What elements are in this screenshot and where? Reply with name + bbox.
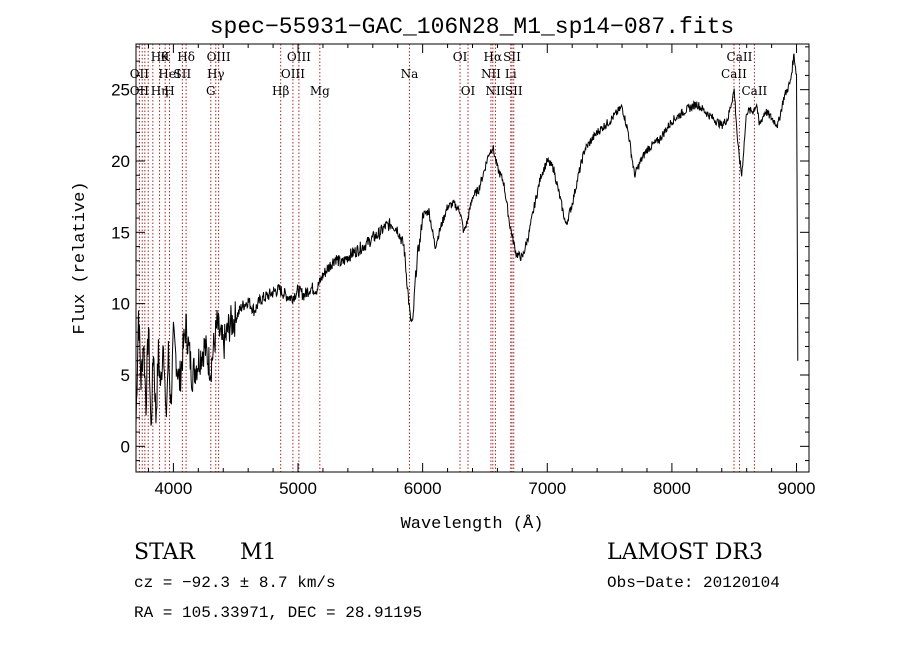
line-marker-label: OIII: [207, 50, 231, 64]
axis-tick-labels: 4000 5000 6000 7000 8000 9000 0 5 10 15 20 25: [111, 81, 815, 498]
x-tick-label: 8000: [653, 479, 691, 498]
y-tick-label: 15: [111, 223, 130, 242]
line-marker-label: Hθ: [151, 50, 169, 64]
line-marker-label: OI: [453, 50, 468, 64]
line-marker-label: OIII: [281, 67, 305, 81]
object-class: STAR: [134, 540, 195, 565]
line-marker-label: NII: [481, 67, 501, 81]
line-marker-label: Li: [505, 67, 517, 81]
line-marker-label: H: [164, 84, 174, 98]
y-tick-label: 0: [121, 437, 130, 456]
y-tick-label: 25: [111, 81, 130, 100]
y-axis-label: Flux (relative): [71, 181, 90, 334]
spectrum-series: [135, 53, 799, 426]
line-markers: [138, 44, 755, 472]
line-marker-label: CaII: [727, 50, 753, 64]
spectrum-line: [135, 53, 799, 426]
axis-ticks: [136, 44, 809, 472]
line-marker-label: CaII: [741, 84, 767, 98]
line-marker-label: Hγ: [207, 67, 225, 81]
chart-title: spec−55931−GAC_106N28_M1_sp14−087.fits: [210, 14, 735, 40]
obs-date-text: Obs−Date: 20120104: [607, 574, 780, 592]
line-marker-label: K: [161, 50, 171, 64]
line-marker-label: CaII: [721, 67, 747, 81]
line-marker-label: G: [206, 84, 216, 98]
x-tick-label: 6000: [404, 479, 442, 498]
line-marker-label: SII: [505, 84, 523, 98]
line-marker-label: OII: [130, 67, 150, 81]
line-marker-label: Mg: [310, 84, 330, 98]
line-marker-label: HeI: [158, 67, 181, 81]
y-tick-label: 10: [111, 295, 130, 314]
line-marker-label: Hδ: [177, 50, 195, 64]
x-tick-label: 7000: [528, 479, 566, 498]
coordinates-text: RA = 105.33971, DEC = 28.91195: [134, 604, 423, 622]
x-tick-label: 5000: [279, 479, 317, 498]
x-axis-label: Wavelength (Å): [401, 515, 544, 534]
survey-name: LAMOST DR3: [607, 540, 763, 565]
object-subclass: M1: [240, 540, 277, 565]
line-marker-label: SII: [174, 67, 192, 81]
y-tick-label: 20: [111, 152, 130, 171]
line-marker-label: OIII: [287, 50, 311, 64]
plot-frame: [135, 43, 810, 473]
x-tick-label: 4000: [154, 479, 192, 498]
line-marker-label: Hβ: [272, 84, 289, 98]
line-marker-label: NII: [485, 84, 505, 98]
x-tick-label: 9000: [778, 479, 816, 498]
line-marker-label: SII: [503, 50, 521, 64]
line-marker-label: Hη: [151, 84, 169, 98]
velocity-text: cz = −92.3 ± 8.7 km/s: [134, 574, 336, 592]
y-tick-label: 5: [121, 366, 130, 385]
line-marker-labels: OIIOIIHθHηKHeIHSIIHδGHγOIIIHβOIIIOIIIMgN…: [130, 50, 768, 98]
line-marker-label: Na: [401, 67, 419, 81]
line-marker-label: Hα: [484, 50, 503, 64]
line-marker-label: OII: [130, 84, 150, 98]
line-marker-label: OI: [461, 84, 476, 98]
